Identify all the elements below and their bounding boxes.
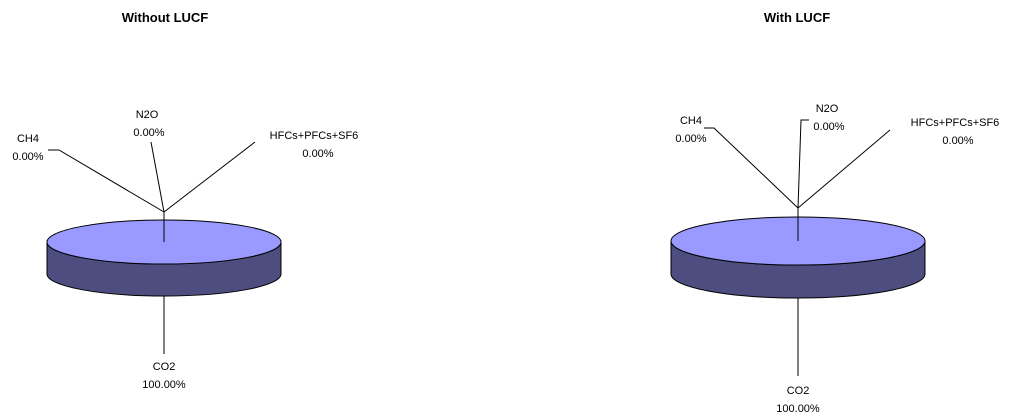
label-value-co2: 100.00% [776,403,820,415]
label-value-n2o: 0.00% [133,127,164,139]
leader-line-hfcs [797,129,891,209]
leader-line-n2o [797,119,809,209]
label-category-hfcs: HFCs+PFCs+SF6 [911,117,1000,129]
label-value-co2: 100.00% [142,379,186,391]
chart-without-lucf: Without LUCF CH4 0.00% N2O 0.00% HFCs+PF… [12,10,358,391]
leader-lines [48,141,256,354]
label-category-n2o: N2O [816,103,839,115]
label-category-co2: CO2 [153,361,176,373]
label-value-ch4: 0.00% [675,133,706,145]
label-category-ch4: CH4 [17,133,39,145]
data-labels: CH4 0.00% N2O 0.00% HFCs+PFCs+SF6 0.00% … [675,103,999,415]
label-value-ch4: 0.00% [12,151,43,163]
label-value-hfcs: 0.00% [302,148,333,160]
leader-line-ch4 [704,127,799,209]
label-value-n2o: 0.00% [813,121,844,133]
leader-line-ch4 [48,149,165,213]
leader-line-hfcs [163,141,256,213]
label-category-n2o: N2O [136,109,159,121]
label-category-co2: CO2 [787,385,810,397]
chart-title: Without LUCF [122,10,209,25]
label-category-hfcs: HFCs+PFCs+SF6 [270,130,359,142]
leader-line-n2o [150,141,165,213]
chart-with-lucf: With LUCF CH4 0.00% N2O 0.00% HFCs+PFCs+… [670,10,999,415]
data-labels: CH4 0.00% N2O 0.00% HFCs+PFCs+SF6 0.00% … [12,109,358,391]
leader-lines [704,119,891,376]
chart-title: With LUCF [764,10,830,25]
label-value-hfcs: 0.00% [942,135,973,147]
label-category-ch4: CH4 [680,115,702,127]
